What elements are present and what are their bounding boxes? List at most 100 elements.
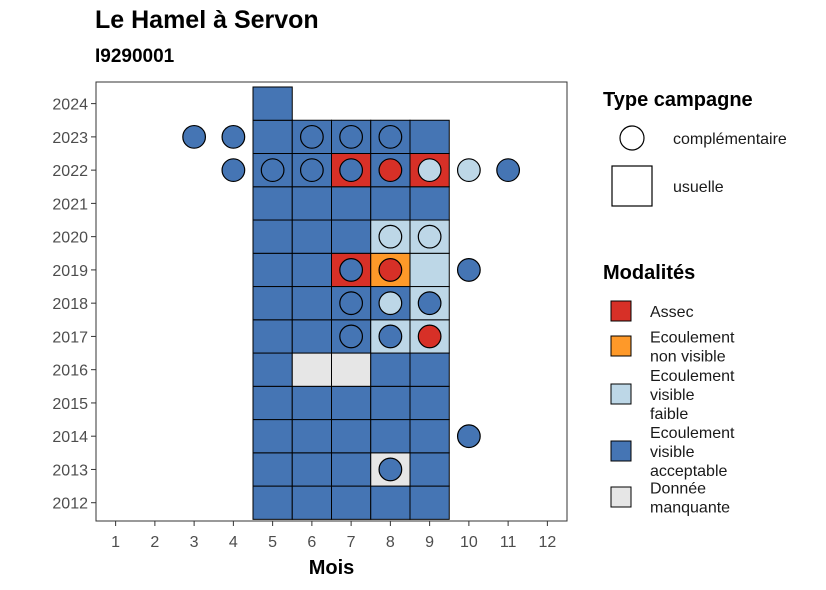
y-tick-label-2012: 2012 [52,496,88,513]
legend-modalite-label-line: faible [650,406,688,423]
complementaire-point-2017-9 [417,324,442,349]
x-axis: 1 2 3 4 5 6 7 8 9 10 11 12 [111,521,556,551]
usuelle-cell-2013-6 [291,452,332,487]
usuelle-cell-2015-8 [370,385,411,421]
legend-type-label-0: complémentaire [673,131,787,148]
usuelle-cell-2019-9 [409,252,450,288]
legend-modalite-label-line: Ecoulement [650,368,735,385]
legend-modalite-label-4: Donnée manquante [650,481,730,517]
legend-modalite-label-line: Assec [650,304,694,321]
complementaire-point-2018-9 [417,291,442,316]
legend-modalite-label-line: Ecoulement [650,330,735,347]
usuelle-cell-2020-5 [252,219,293,254]
complementaire-point-2022-6 [299,158,324,183]
legend-modalite-label-line: non visible [650,349,726,366]
complementaire-point-2022-8 [378,158,403,183]
legend-modalite-key-1 [610,335,632,357]
y-tick-label-2017: 2017 [52,329,88,346]
complementaire-point-2022-7 [339,158,364,183]
usuelle-cell-2014-8 [370,419,411,454]
legend-modalite-label-line: Donnée [650,481,706,498]
usuelle-cell-2017-6 [291,319,332,354]
usuelle-cell-2019-6 [291,252,332,288]
complementaire-point-2013-8 [378,457,403,482]
legend-modalite-label-1: Ecoulement non visible [650,330,735,366]
panel-border [95,81,568,522]
usuelle-cell-2016-9 [409,352,450,387]
y-tick-label-2024: 2024 [52,97,88,114]
complementaire-point-2023-7 [339,124,364,149]
legend-modalite-key-4 [610,486,632,508]
y-tick-label-2014: 2014 [52,429,88,446]
complementaire-point-2018-7 [339,291,364,316]
x-tick-label-5: 5 [268,534,277,551]
x-tick-label-8: 8 [386,534,395,551]
x-tick-label-10: 10 [460,534,478,551]
usuelle-cell-2015-7 [331,385,372,421]
usuelle-cell-2021-9 [409,186,450,221]
usuelle-cell-2021-7 [331,186,372,221]
complementaire-point-2018-8 [378,291,403,316]
usuelle-cell-2024-5 [252,86,293,121]
legend-square-key [611,165,653,207]
usuelle-cell-2021-8 [370,186,411,221]
usuelle-cell-2016-8 [370,352,411,387]
legend-modalite-key-2 [610,383,632,405]
plot-area [95,81,568,522]
x-tick-label-9: 9 [425,534,434,551]
x-tick-label-3: 3 [190,534,199,551]
usuelle-cell-2012-7 [331,485,372,520]
complementaire-point-2022-11 [496,158,521,183]
usuelle-cell-2015-9 [409,385,450,421]
usuelle-cell-2016-6 [291,352,332,387]
x-tick-label-1: 1 [111,534,120,551]
usuelle-cell-2012-9 [409,485,450,520]
usuelle-cell-2013-5 [252,452,293,487]
usuelle-cell-2016-7 [331,352,372,387]
usuelle-cell-2014-9 [409,419,450,454]
usuelle-cell-2017-5 [252,319,293,354]
complementaire-point-2023-6 [299,124,324,149]
y-tick-label-2018: 2018 [52,296,88,313]
usuelle-cell-2020-6 [291,219,332,254]
complementaire-point-2020-9 [417,224,442,249]
complementaire-point-2023-4 [221,124,246,149]
usuelle-cell-2021-5 [252,186,293,221]
complementaire-point-2017-7 [339,324,364,349]
x-tick-label-4: 4 [229,534,238,551]
legend-circle-key [619,125,645,151]
x-tick-label-2: 2 [150,534,159,551]
legend-modalite-label-line: manquante [650,500,730,517]
legend-type-campagne: Type campagne complémentaire usuelle [603,89,787,207]
usuelle-cell-2018-6 [291,286,332,321]
usuelle-cell-2012-8 [370,485,411,520]
legend-modalite-label-line: Ecoulement [650,425,735,442]
legend-modalite-label-line: visible [650,444,695,461]
usuelle-cell-2014-5 [252,419,293,454]
complementaire-point-2019-7 [339,257,364,282]
complementaire-point-2019-10 [456,257,481,282]
complementaire-point-2014-10 [456,424,481,449]
usuelle-cell-2019-5 [252,252,293,288]
legend-modalite-label-line: acceptable [650,463,727,480]
chart-title: Le Hamel à Servon [95,6,319,34]
legend-modalite-label-3: Ecoulement visible acceptable [650,425,735,480]
legend-modalite-key-0 [610,300,632,322]
usuelle-cell-2012-6 [291,485,332,520]
y-tick-label-2023: 2023 [52,130,88,147]
usuelle-cell-2014-6 [291,419,332,454]
chart-subtitle: I9290001 [95,46,175,67]
usuelle-cell-2023-5 [252,119,293,155]
usuelle-cell-2020-7 [331,219,372,254]
usuelle-cell-2023-9 [409,119,450,155]
usuelle-cell-2021-6 [291,186,332,221]
usuelle-cell-2013-7 [331,452,372,487]
y-tick-label-2016: 2016 [52,363,88,380]
complementaire-point-2022-5 [260,158,285,183]
y-tick-label-2020: 2020 [52,230,88,247]
y-tick-label-2022: 2022 [52,163,88,180]
usuelle-cell-2018-5 [252,286,293,321]
legend-modalites-title: Modalités [603,262,695,284]
